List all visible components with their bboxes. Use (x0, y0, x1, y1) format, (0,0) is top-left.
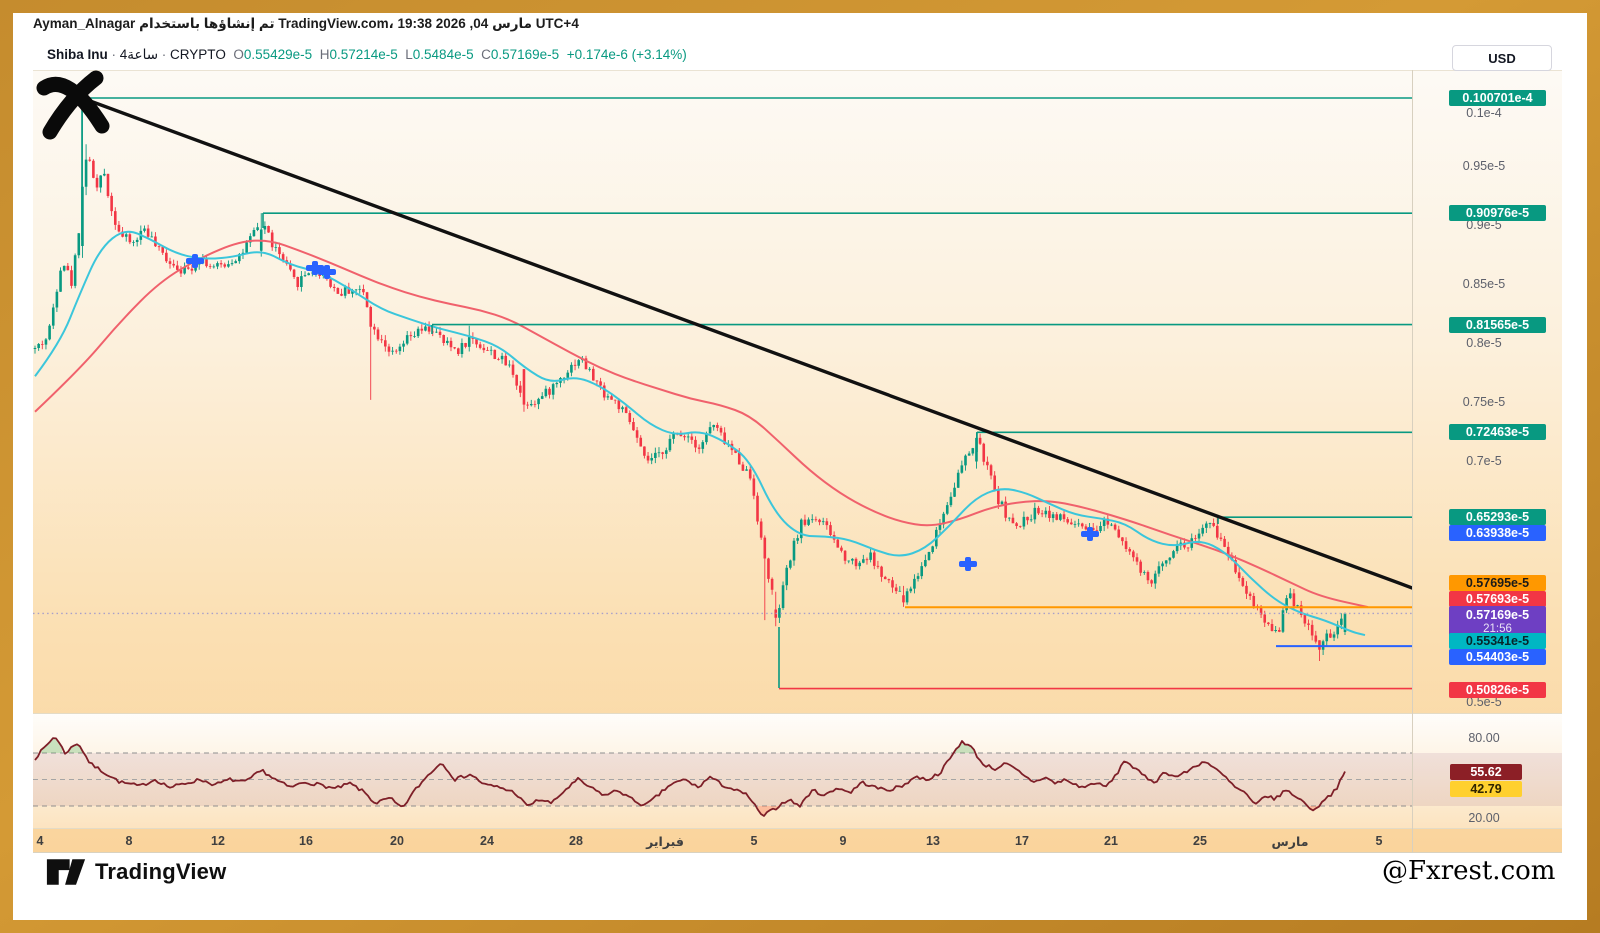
open-letter: O (233, 47, 244, 62)
month-text: مارس (492, 16, 532, 31)
price-level-label[interactable]: 0.81565e-5 (1449, 317, 1546, 333)
level-price: 0.57695e-5 (1465, 576, 1530, 590)
low-value: 0.5484e-5 (412, 47, 474, 62)
level-price: 0.90976e-5 (1465, 206, 1530, 220)
time-axis-label: 13 (926, 834, 940, 848)
price-scale-separator (1412, 70, 1413, 852)
rsi-value-label: 42.79 (1450, 781, 1522, 797)
attribution-bar: Ayman_Alnagar تم إنشاؤها باستخدام Tradin… (33, 16, 579, 32)
timezone-text: UTC+4 (535, 16, 579, 31)
tradingview-wordmark: TradingView (95, 859, 227, 884)
price-level-label[interactable]: 0.63938e-5 (1449, 525, 1546, 541)
price-level-label[interactable]: 0.72463e-5 (1449, 424, 1546, 440)
close-value: 0.57169e-5 (490, 47, 560, 62)
tradingview-logo[interactable]: TradingView (46, 856, 226, 888)
tradingview-mark-icon (46, 859, 86, 885)
level-price: 0.50826e-5 (1465, 683, 1530, 697)
price-level-label[interactable]: 0.90976e-5 (1449, 205, 1546, 221)
price-grid-label: 0.75e-5 (1462, 395, 1506, 409)
time-axis-label: 4 (36, 834, 44, 848)
high-value: 0.57214e-5 (329, 47, 398, 62)
watermark-text: @Fxrest.com (1382, 856, 1556, 886)
high-letter: H (319, 47, 330, 62)
time-axis-label: 20 (390, 834, 404, 848)
price-grid-label: 0.1e-4 (1466, 106, 1502, 120)
time-axis-label: 24 (480, 834, 494, 848)
price-grid-label: 0.8e-5 (1466, 336, 1502, 350)
axis-separator (33, 828, 1562, 829)
low-letter: L (405, 47, 413, 62)
level-price: 0.57169e-5 (1465, 608, 1530, 622)
currency-label: USD (1488, 50, 1516, 66)
time-axis-label: 16 (299, 834, 313, 848)
time-axis-label: 28 (569, 834, 583, 848)
price-level-label[interactable]: 0.54403e-5 (1449, 649, 1546, 665)
trade-plus-marker-icon[interactable] (318, 265, 336, 279)
level-price: 0.65293e-5 (1465, 510, 1530, 524)
time-axis-label: 17 (1015, 834, 1029, 848)
interval-label: 4ساعة (119, 47, 159, 62)
price-chart[interactable] (33, 70, 1412, 852)
time-axis-label: مارس (1271, 835, 1309, 849)
price-grid-label: 0.9e-5 (1466, 218, 1502, 232)
level-price: 0.72463e-5 (1465, 425, 1530, 439)
time-axis-label: 5 (750, 834, 758, 848)
price-grid-label: 0.5e-5 (1466, 695, 1502, 709)
trade-plus-marker-icon[interactable] (306, 261, 324, 275)
symbol-info-bar: Shiba Inu · 4ساعة · CRYPTO O0.55429e-5 H… (47, 47, 687, 63)
trade-plus-marker-icon[interactable] (1081, 527, 1099, 541)
brand-x-logo-icon (36, 70, 110, 140)
price-grid-label: 0.7e-5 (1466, 454, 1502, 468)
symbol-name: Shiba Inu (47, 47, 108, 62)
level-price: 0.63938e-5 (1465, 526, 1530, 540)
plot-top-border (33, 70, 1562, 71)
time-axis-label: 5 (1375, 834, 1383, 848)
time-axis-label: 25 (1193, 834, 1207, 848)
time-axis-label: 9 (839, 834, 847, 848)
separator-dot: · (161, 47, 167, 62)
price-level-label[interactable]: 0.57693e-5 (1449, 591, 1546, 607)
site-text: TradingView.com، (278, 16, 394, 31)
price-level-label[interactable]: 0.57169e-5 21:56 (1449, 606, 1546, 636)
trade-plus-marker-icon[interactable] (959, 557, 977, 571)
time-axis-label: 12 (211, 834, 225, 848)
pane-separator (33, 713, 1562, 714)
price-level-label[interactable]: 0.100701e-4 (1449, 90, 1546, 106)
separator-dot: · (111, 47, 117, 62)
username: Ayman_Alnagar (33, 16, 136, 31)
level-price: 0.81565e-5 (1465, 318, 1530, 332)
price-level-label[interactable]: 0.55341e-5 (1449, 633, 1546, 649)
level-price: 0.54403e-5 (1465, 650, 1530, 664)
time-axis-label: 21 (1104, 834, 1118, 848)
countdown-timer: 21:56 (1483, 623, 1512, 635)
change-value: +0.174e-6 (+3.14%) (566, 47, 687, 62)
rsi-value-label: 55.62 (1450, 764, 1522, 780)
rsi-grid-label: 20.00 (1468, 811, 1500, 825)
close-letter: C (481, 47, 491, 62)
level-price: 0.57693e-5 (1465, 592, 1530, 606)
rsi-pane-background (33, 713, 1562, 828)
level-price: 0.55341e-5 (1465, 634, 1530, 648)
market-label: CRYPTO (170, 47, 226, 62)
price-level-label[interactable]: 0.65293e-5 (1449, 509, 1546, 525)
created-with-text: تم إنشاؤها باستخدام (139, 16, 275, 31)
currency-toggle-button[interactable]: USD (1452, 45, 1552, 71)
time-axis-label: 8 (125, 834, 133, 848)
price-level-label[interactable]: 0.50826e-5 (1449, 682, 1546, 698)
level-price: 0.100701e-4 (1462, 91, 1533, 105)
plot-bottom-border (33, 852, 1562, 853)
datetime-text: 19:38 2026 ,04 (397, 16, 489, 31)
price-level-label[interactable]: 0.57695e-5 (1449, 575, 1546, 591)
rsi-grid-label: 80.00 (1468, 731, 1500, 745)
trade-plus-marker-icon[interactable] (186, 254, 204, 268)
time-axis-label: فبراير (646, 835, 684, 849)
price-grid-label: 0.95e-5 (1462, 159, 1506, 173)
open-value: 0.55429e-5 (243, 47, 313, 62)
price-grid-label: 0.85e-5 (1462, 277, 1506, 291)
